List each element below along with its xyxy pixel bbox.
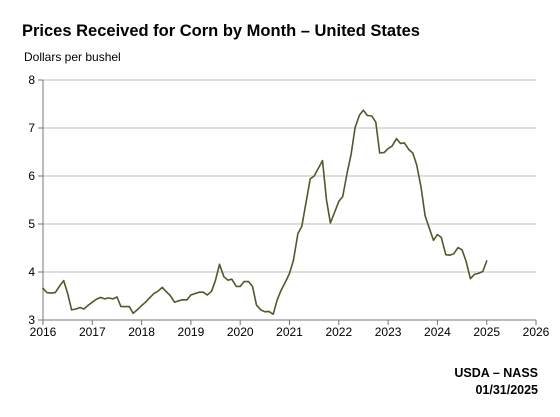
x-tick-label-2026: 2026 — [523, 325, 550, 339]
source-agency: USDA – NASS — [454, 366, 538, 380]
x-tick-label-2020: 2020 — [227, 325, 254, 339]
chart-title: Prices Received for Corn by Month – Unit… — [22, 22, 420, 40]
y-tick-label-7: 7 — [28, 121, 35, 135]
y-tick-label-8: 8 — [28, 73, 35, 87]
x-tick-label-2025: 2025 — [473, 325, 500, 339]
x-tick-label-2024: 2024 — [424, 325, 451, 339]
y-tick-label-6: 6 — [28, 169, 35, 183]
source-note: USDA – NASS 01/31/2025 — [454, 365, 538, 399]
y-tick-labels: 3 4 5 6 7 8 — [28, 73, 35, 327]
x-tick-labels: 2016 2017 2018 2019 2020 2021 2022 2023 2024 2025… — [30, 325, 550, 339]
x-tick-label-2018: 2018 — [128, 325, 155, 339]
source-date: 01/31/2025 — [475, 383, 538, 397]
corn-price-line — [42, 109, 488, 315]
y-tick-label-5: 5 — [28, 217, 35, 231]
x-tick-label-2023: 2023 — [375, 325, 402, 339]
x-tick-label-2016: 2016 — [30, 325, 57, 339]
axes — [38, 79, 537, 325]
x-tick-label-2022: 2022 — [325, 325, 352, 339]
x-tick-label-2017: 2017 — [79, 325, 106, 339]
gridlines — [43, 79, 536, 273]
x-tick-label-2021: 2021 — [276, 325, 303, 339]
y-tick-label-4: 4 — [28, 265, 35, 279]
x-tick-label-2019: 2019 — [178, 325, 205, 339]
y-axis-label: Dollars per bushel — [24, 50, 121, 64]
y-tick-label-3: 3 — [28, 313, 35, 327]
